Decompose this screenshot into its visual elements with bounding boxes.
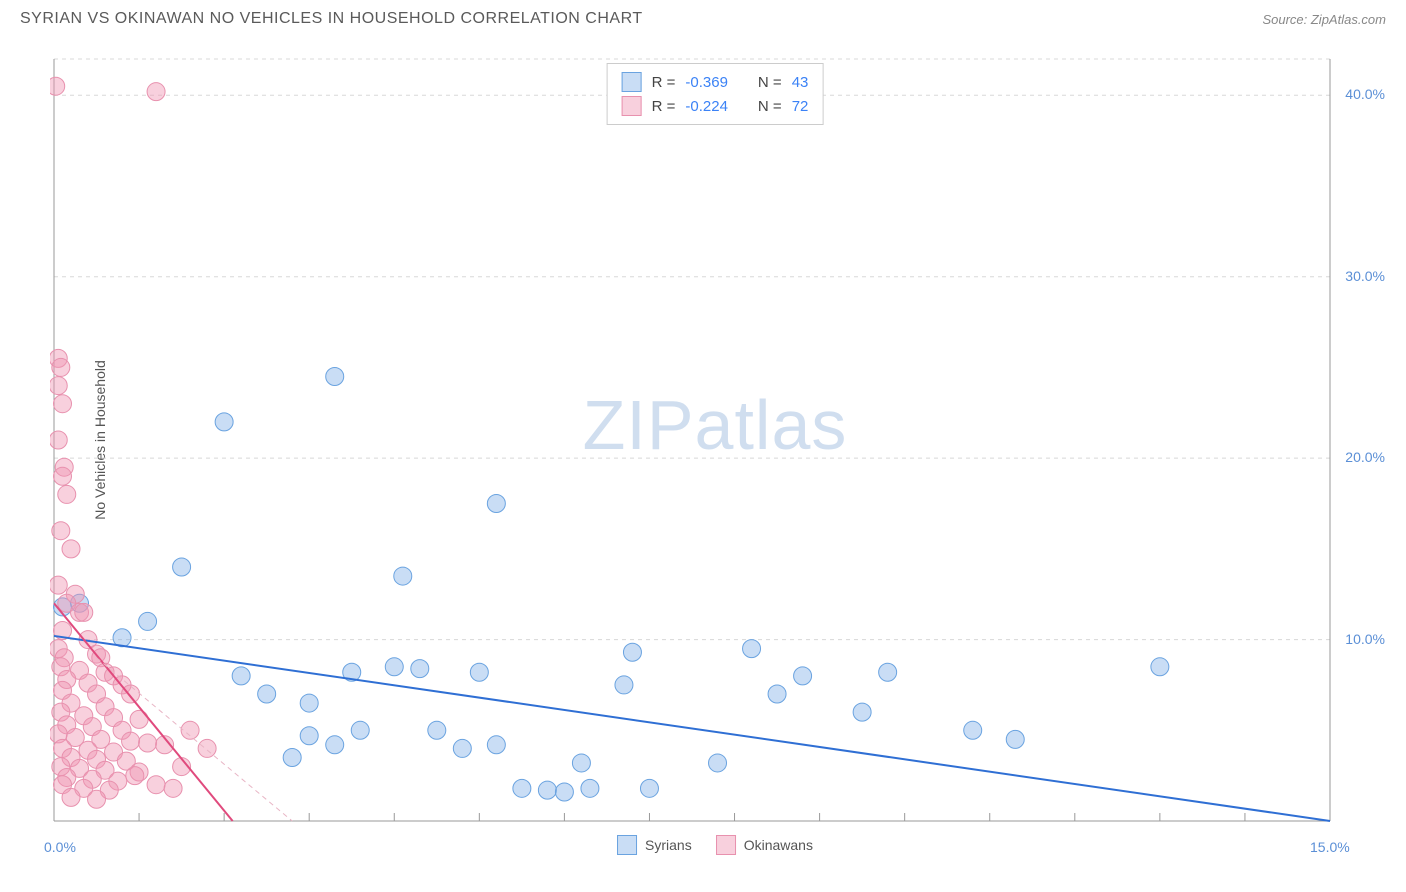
- y-tick-label: 20.0%: [1345, 449, 1385, 465]
- legend-r-label: R =: [652, 74, 676, 91]
- chart-area: No Vehicles in Household ZIPatlas R = -0…: [50, 55, 1380, 825]
- legend-n-label: N =: [758, 74, 782, 91]
- correlation-legend: R = -0.369 N = 43 R = -0.224 N = 72: [607, 63, 824, 125]
- legend-swatch: [622, 72, 642, 92]
- legend-swatch: [617, 835, 637, 855]
- legend-n-value: 43: [792, 74, 809, 91]
- legend-n-label: N =: [758, 98, 782, 115]
- legend-swatch: [622, 96, 642, 116]
- scatter-plot: [50, 55, 1380, 825]
- legend-r-value: -0.369: [685, 74, 728, 91]
- x-tick-label: 0.0%: [44, 839, 76, 855]
- chart-source: Source: ZipAtlas.com: [1262, 12, 1386, 27]
- legend-swatch: [716, 835, 736, 855]
- legend-series-label: Syrians: [645, 837, 692, 853]
- legend-correlation-row: R = -0.369 N = 43: [622, 70, 809, 94]
- chart-title: SYRIAN VS OKINAWAN NO VEHICLES IN HOUSEH…: [20, 10, 643, 28]
- legend-series-item: Syrians: [617, 835, 692, 855]
- y-tick-label: 30.0%: [1345, 268, 1385, 284]
- legend-r-label: R =: [652, 98, 676, 115]
- legend-series-item: Okinawans: [716, 835, 813, 855]
- y-tick-label: 10.0%: [1345, 631, 1385, 647]
- legend-series-label: Okinawans: [744, 837, 813, 853]
- x-tick-label: 15.0%: [1310, 839, 1350, 855]
- series-legend: Syrians Okinawans: [617, 835, 813, 855]
- chart-header: SYRIAN VS OKINAWAN NO VEHICLES IN HOUSEH…: [0, 0, 1406, 28]
- y-tick-label: 40.0%: [1345, 86, 1385, 102]
- legend-n-value: 72: [792, 98, 809, 115]
- legend-r-value: -0.224: [685, 98, 728, 115]
- legend-correlation-row: R = -0.224 N = 72: [622, 94, 809, 118]
